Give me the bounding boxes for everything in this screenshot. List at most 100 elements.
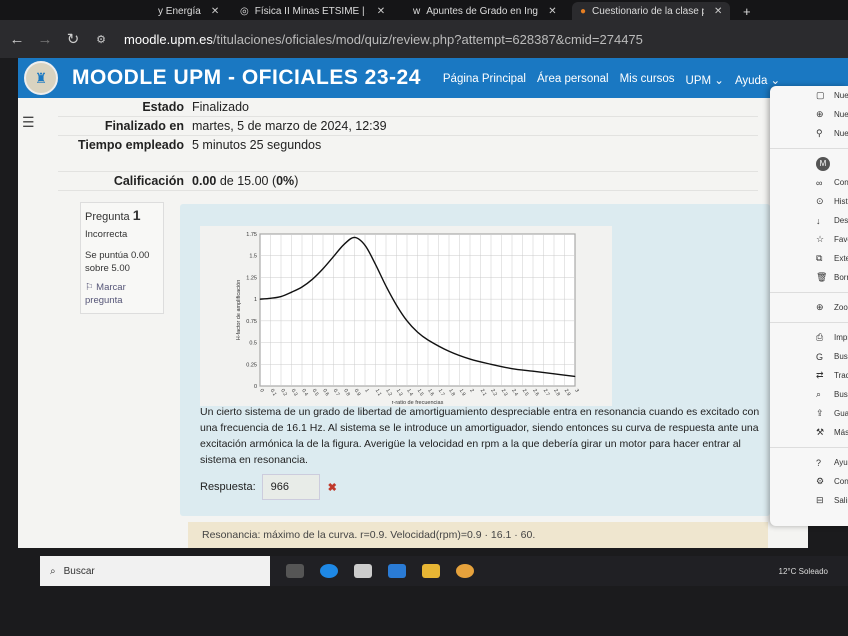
- tab-cuestionario[interactable]: ● Cuestionario de la clase prácti ✕: [572, 2, 731, 20]
- close-tab-icon[interactable]: ✕: [376, 5, 386, 17]
- site-brand[interactable]: MOODLE UPM - OFICIALES 23-24: [72, 66, 421, 89]
- search-icon: ⌕: [50, 565, 56, 577]
- menu-item[interactable]: 🗑 Borrar datos: [770, 268, 848, 287]
- tab-label: Física II Minas ETSIME | Acadе: [254, 5, 367, 17]
- mail-icon[interactable]: [388, 564, 406, 578]
- y-tick-label: 0.25: [246, 362, 257, 368]
- menu-item[interactable]: ⚒ Más herramientas: [770, 423, 848, 442]
- menu-item[interactable]: ⊟ Salir: [770, 491, 848, 510]
- summary-key: Finalizado en: [104, 119, 184, 133]
- menu-item[interactable]: ⚙ Configuración: [770, 472, 848, 491]
- response-curve: [259, 236, 576, 378]
- summary-key: Calificación: [113, 174, 184, 188]
- x-tick-label: 0.9: [353, 388, 362, 397]
- menu-item[interactable]: ↓ Descargas: [770, 211, 848, 230]
- x-tick-label: 1.5: [416, 388, 425, 397]
- tab-label: Cuestionario de la clase prácti: [592, 5, 704, 17]
- close-tab-icon[interactable]: ✕: [210, 5, 220, 17]
- menu-ayuda[interactable]: Ayuda ⌄: [734, 75, 781, 87]
- question-number: Pregunta 1: [85, 207, 141, 223]
- summary-value: Finalizado: [192, 100, 249, 114]
- menu-item[interactable]: ∞ Contraseñas: [770, 173, 848, 192]
- menu-item[interactable]: ⊙ Historial: [770, 192, 848, 211]
- main-menu: Página Principal Área personal Mis curso…: [443, 73, 780, 87]
- drawer-toggle-icon[interactable]: ☰: [22, 114, 35, 130]
- menu-item[interactable]: ⚲ Nueva ventana de incógnito: [770, 124, 848, 143]
- edge-icon[interactable]: [320, 564, 338, 578]
- menu-pagina-principal[interactable]: Página Principal: [442, 73, 526, 85]
- menu-item[interactable]: ⊕ Zoom: [770, 298, 848, 317]
- task-view-icon[interactable]: [286, 564, 304, 578]
- browser-tab-bar: y Energía ✕ ◎ Física II Minas ETSIME | Aca…: [0, 0, 848, 20]
- x-tick-label: 1.8: [447, 388, 456, 397]
- menu-item-icon: ⧉: [816, 253, 823, 263]
- menu-mis-cursos[interactable]: Mis cursos: [619, 73, 675, 85]
- tab-fisica[interactable]: ◎ Física II Minas ETSIME | Acadе ✕: [232, 2, 393, 20]
- tab-apuntes[interactable]: w Apuntes de Grado en Ingenierí ✕: [405, 2, 565, 20]
- close-tab-icon[interactable]: ✕: [714, 5, 723, 17]
- x-tick-label: 0.7: [332, 388, 341, 397]
- menu-item-icon: 🗑: [816, 272, 828, 282]
- taskbar-search[interactable]: ⌕ Buscar: [40, 556, 270, 586]
- store-icon[interactable]: [354, 564, 372, 578]
- tab-energia[interactable]: y Energía ✕: [150, 2, 227, 20]
- menu-item[interactable]: ⌕ Buscar y editar: [770, 385, 848, 404]
- menu-item-icon: ▢: [816, 90, 825, 100]
- x-tick-label: 0.4: [300, 388, 309, 397]
- menu-upm[interactable]: UPM ⌄: [685, 75, 724, 87]
- menu-item[interactable]: ⇄ Traducir...: [770, 366, 848, 385]
- menu-item[interactable]: ☆ Favoritos: [770, 230, 848, 249]
- menu-item[interactable]: ⎙ Imprimir: [770, 328, 848, 347]
- url-field[interactable]: moodle.upm.es/titulaciones/oficiales/mod…: [124, 31, 643, 47]
- menu-item[interactable]: ⧉ Extensiones: [770, 249, 848, 268]
- profile-item[interactable]: M: [770, 154, 848, 173]
- menu-item[interactable]: ▢ Nueva pestaña: [770, 86, 848, 105]
- upm-logo[interactable]: ♜: [24, 61, 58, 95]
- new-tab-button[interactable]: +: [743, 3, 751, 19]
- site-info-icon[interactable]: ⚙: [96, 33, 106, 46]
- x-tick-label: 0.3: [290, 388, 299, 397]
- menu-item[interactable]: ? Ayuda: [770, 453, 848, 472]
- data-point: [364, 244, 366, 246]
- x-tick-label: 2: [468, 388, 475, 394]
- weather-widget[interactable]: 12°C Soleado: [778, 566, 828, 576]
- question-content: 0 0.1 0.2 0.3 0.4 0.5 0.6 0.7 0.8 0.9 1 1.1 1.2 1.3 1.…: [180, 204, 770, 516]
- close-tab-icon[interactable]: ✕: [548, 5, 557, 17]
- data-point: [553, 373, 555, 375]
- chrome-icon[interactable]: [456, 564, 474, 578]
- menu-item-label: Contraseñas: [834, 178, 848, 187]
- flag-question-link[interactable]: ⚐ Marcar pregunta: [85, 282, 126, 306]
- address-bar: ← → ↻ ⚙ moodle.upm.es/titulaciones/ofici…: [0, 20, 848, 58]
- menu-item-label: Descargas: [834, 216, 848, 225]
- menu-item-label: Borrar datos: [834, 273, 848, 282]
- x-tick-label: 0: [258, 388, 265, 394]
- menu-item[interactable]: G Busca en Google: [770, 347, 848, 366]
- x-tick-label: 1.7: [437, 388, 446, 397]
- tab-label: Apuntes de Grado en Ingenierí: [426, 5, 538, 17]
- back-icon[interactable]: ←: [9, 30, 25, 48]
- data-point: [427, 339, 429, 341]
- x-tick-label: 1.9: [458, 388, 467, 397]
- menu-item[interactable]: ⊕ Nueva ventana: [770, 105, 848, 124]
- reload-icon[interactable]: ↻: [66, 31, 80, 48]
- forward-icon[interactable]: →: [37, 30, 53, 48]
- x-tick-label: 0.5: [311, 388, 320, 397]
- moodle-tab-icon: ●: [580, 5, 587, 17]
- quiz-review-page: ☰ Estado Finalizado Finalizado en martes, …: [18, 98, 808, 548]
- x-tick-label: 1: [363, 388, 370, 394]
- menu-separator: [770, 148, 848, 149]
- y-tick-label: 0.5: [249, 341, 257, 347]
- data-point: [291, 291, 292, 293]
- tab-label: y Energía: [158, 5, 201, 17]
- summary-key: Estado: [142, 100, 184, 114]
- x-tick-label: 0.8: [342, 388, 351, 397]
- flag-icon: ⚐: [85, 282, 94, 293]
- data-point: [574, 376, 576, 377]
- data-point: [259, 298, 261, 300]
- menu-item[interactable]: ⇪ Guardar y compartir: [770, 404, 848, 423]
- summary-row-calificacion: Calificación 0.00 de 15.00 (0%): [58, 172, 758, 191]
- file-explorer-icon[interactable]: [422, 564, 440, 578]
- summary-row-estado: Estado Finalizado: [58, 98, 758, 117]
- answer-input[interactable]: 966: [261, 474, 320, 500]
- menu-area-personal[interactable]: Área personal: [536, 73, 609, 85]
